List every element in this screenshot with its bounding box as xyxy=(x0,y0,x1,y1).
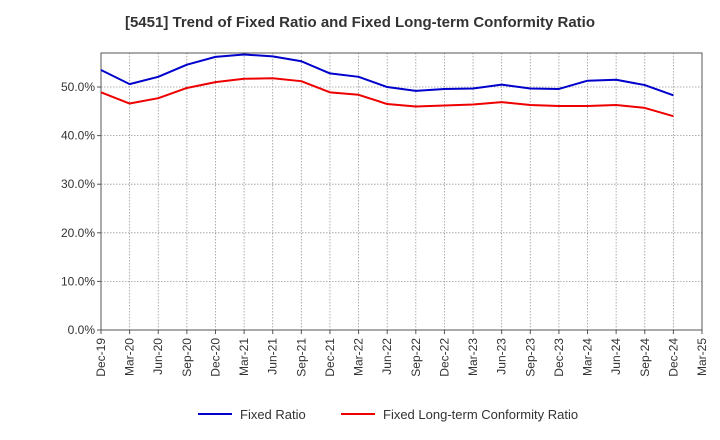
x-tick-label: Dec-20 xyxy=(208,338,222,377)
x-tick-label: Dec-23 xyxy=(552,338,566,377)
y-tick-label: 40.0% xyxy=(61,129,95,143)
x-tick-label: Sep-24 xyxy=(638,338,652,377)
x-tick-label: Sep-21 xyxy=(294,338,308,377)
grid-layer xyxy=(101,53,702,330)
y-tick-label: 10.0% xyxy=(61,274,95,288)
plot-frame xyxy=(100,52,703,331)
x-tick-label: Dec-24 xyxy=(666,338,680,377)
x-tick-label: Sep-20 xyxy=(180,338,194,377)
legend: Fixed Ratio Fixed Long-term Conformity Ra… xyxy=(198,407,578,422)
x-tick-label: Mar-23 xyxy=(466,338,480,376)
y-tick-label: 50.0% xyxy=(61,80,95,94)
x-tick-label: Mar-22 xyxy=(352,338,366,376)
x-tick-label: Dec-21 xyxy=(323,338,337,377)
x-tick-label: Dec-19 xyxy=(94,338,108,377)
axis-layer: 0.0% 10.0% 20.0% 30.0% 40.0% 50.0% Dec-19 Mar-2… xyxy=(61,52,709,377)
x-tick-label: Mar-24 xyxy=(581,338,595,376)
y-tick-label: 0.0% xyxy=(68,323,96,337)
x-tick-label: Mar-20 xyxy=(123,338,137,376)
y-tick-label: 30.0% xyxy=(61,177,95,191)
x-tick-label: Jun-21 xyxy=(266,338,280,375)
x-tick-label: Jun-22 xyxy=(380,338,394,375)
series-line-2 xyxy=(100,77,674,118)
series-layer xyxy=(100,53,674,118)
x-tick-label: Sep-23 xyxy=(523,338,537,377)
x-tick-label: Jun-23 xyxy=(495,338,509,375)
chart-title: [5451] Trend of Fixed Ratio and Fixed Lo… xyxy=(124,14,596,31)
legend-label-2: Fixed Long-term Conformity Ratio xyxy=(383,407,578,422)
x-tick-label: Jun-20 xyxy=(151,338,165,375)
x-tick-label: Dec-22 xyxy=(437,338,451,377)
y-tick-label: 20.0% xyxy=(61,226,95,240)
series-line-1 xyxy=(100,53,674,97)
x-tick-label: Jun-24 xyxy=(609,338,623,375)
x-tick-label: Sep-22 xyxy=(409,338,423,377)
x-tick-label: Mar-25 xyxy=(695,338,709,376)
legend-label-1: Fixed Ratio xyxy=(240,407,306,422)
x-tick-label: Mar-21 xyxy=(237,338,251,376)
